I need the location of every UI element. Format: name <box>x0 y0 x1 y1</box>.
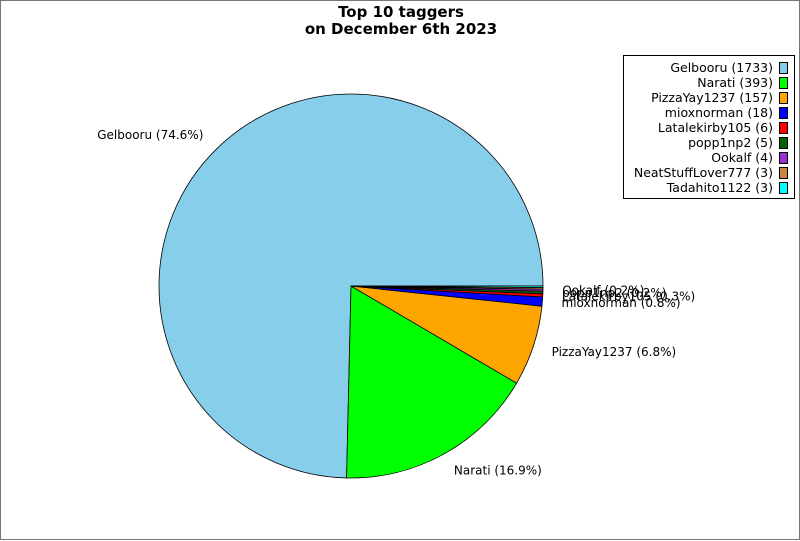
legend-swatch <box>779 61 788 74</box>
legend-swatch <box>779 166 788 179</box>
slice-label-popp1np2: popp1np2 (0.2%) <box>562 286 666 300</box>
legend-swatch <box>779 181 788 194</box>
slice-label-pizzayay1237: PizzaYay1237 (6.8%) <box>552 345 677 359</box>
legend-label: PizzaYay1237 (157) <box>651 90 773 105</box>
legend-item: NeatStuffLover777 (3) <box>634 165 788 180</box>
slice-label-latalekirby105: Latalekirby105 (0.3%) <box>562 289 695 303</box>
legend-swatch <box>779 151 788 164</box>
legend-item: Narati (393) <box>697 75 788 90</box>
legend-item: Ookalf (4) <box>711 150 788 165</box>
legend-label: popp1np2 (5) <box>688 135 773 150</box>
legend-swatch <box>779 121 788 134</box>
legend-label: NeatStuffLover777 (3) <box>633 165 773 180</box>
legend-label: Gelbooru (1733) <box>670 60 773 75</box>
chart-title-line-1: Top 10 taggers <box>338 3 464 21</box>
legend-label: mioxnorman (18) <box>664 105 773 120</box>
legend-label: Ookalf (4) <box>711 150 773 165</box>
slice-label-mioxnorman: mioxnorman (0.8%) <box>562 296 681 310</box>
legend-swatch <box>779 136 788 149</box>
slice-label-gelbooru: Gelbooru (74.6%) <box>97 128 203 142</box>
legend-item: Latalekirby105 (6) <box>658 120 788 135</box>
legend-label: Tadahito1122 (3) <box>666 180 773 195</box>
legend-swatch <box>779 76 788 89</box>
legend-swatch <box>779 91 788 104</box>
pie-slice-narati <box>346 285 518 479</box>
legend-item: mioxnorman (18) <box>665 105 788 120</box>
legend-label: Narati (393) <box>697 75 773 90</box>
legend-item: PizzaYay1237 (157) <box>651 90 788 105</box>
legend-item: Tadahito1122 (3) <box>667 180 788 195</box>
pie-slice-tadahito1122 <box>350 285 544 288</box>
legend-item: Gelbooru (1733) <box>670 60 788 75</box>
legend-label: Latalekirby105 (6) <box>657 120 773 135</box>
slice-label-ookalf: Ookalf (0.2%) <box>562 284 644 298</box>
chart-title-line-2: on December 6th 2023 <box>304 20 498 38</box>
slice-label-narati: Narati (16.9%) <box>454 464 542 478</box>
legend-swatch <box>779 106 788 119</box>
chart-legend: Gelbooru (1733) Narati (393) PizzaYay1237 … <box>623 55 795 199</box>
chart-title: Top 10 taggers on December 6th 2023 <box>1 4 800 38</box>
legend-item: popp1np2 (5) <box>688 135 788 150</box>
